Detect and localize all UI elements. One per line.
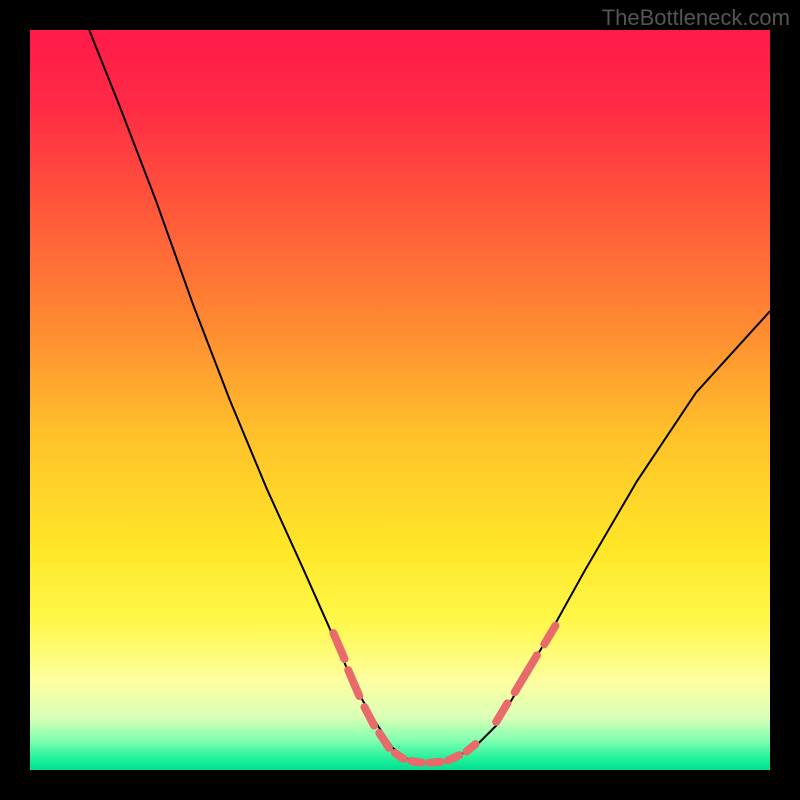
dash-segment: [430, 762, 441, 763]
dash-segment: [448, 755, 459, 760]
chart-container: TheBottleneck.com: [0, 0, 800, 800]
watermark-text: TheBottleneck.com: [602, 5, 790, 31]
dash-segment: [411, 761, 422, 762]
dash-segment: [467, 744, 476, 751]
dash-segment: [395, 753, 404, 759]
bottleneck-curve-chart: [0, 0, 800, 800]
plot-background-gradient: [30, 30, 770, 770]
